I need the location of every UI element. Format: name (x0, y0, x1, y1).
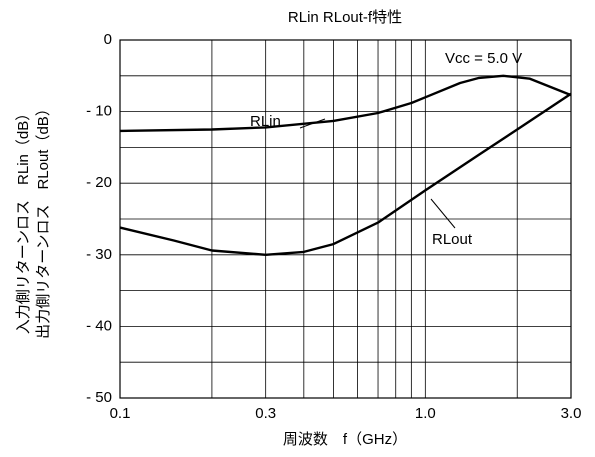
annotation: Vcc = 5.0 V (445, 50, 522, 67)
x-tick-label: 1.0 (415, 405, 436, 422)
series-label: RLout (432, 231, 473, 248)
y-tick-label: - 30 (86, 246, 112, 263)
x-axis-label: 周波数 f（GHz） (283, 431, 407, 448)
leader-line (430, 198, 456, 229)
y-tick-label: - 20 (86, 174, 112, 191)
x-tick-label: 0.3 (255, 405, 276, 422)
y-axis-label: 出力側リターンロス RLout（dB） (35, 101, 52, 339)
plot-frame (119, 39, 572, 399)
x-tick-label: 0.1 (110, 405, 131, 422)
y-tick-label: - 50 (86, 389, 112, 406)
y-tick-label: - 40 (86, 317, 112, 334)
y-axis-label: 入力側リターンロス RLin（dB） (15, 106, 32, 334)
series-line (119, 92, 572, 256)
series-line (119, 74, 572, 133)
series-label: RLin (250, 113, 281, 130)
chart-title: RLin RLout-f特性 (288, 9, 402, 26)
y-tick-label: - 10 (86, 103, 112, 120)
y-tick-label: 0 (104, 31, 112, 48)
x-tick-label: 3.0 (561, 405, 582, 422)
